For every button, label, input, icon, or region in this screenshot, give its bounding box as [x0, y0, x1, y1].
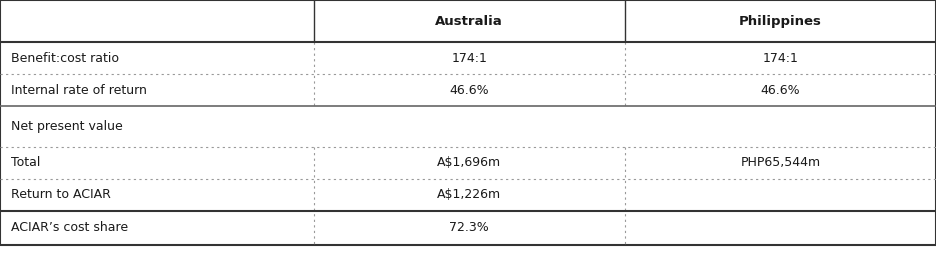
Text: Australia: Australia: [435, 15, 503, 27]
Text: Total: Total: [11, 156, 40, 169]
Text: A$1,696m: A$1,696m: [437, 156, 502, 169]
Text: Benefit:cost ratio: Benefit:cost ratio: [11, 52, 119, 65]
Text: 174:1: 174:1: [451, 52, 487, 65]
Text: Return to ACIAR: Return to ACIAR: [11, 188, 111, 201]
Text: 72.3%: 72.3%: [449, 221, 489, 234]
Text: A$1,226m: A$1,226m: [437, 188, 502, 201]
Text: Internal rate of return: Internal rate of return: [11, 84, 147, 97]
Text: 46.6%: 46.6%: [761, 84, 800, 97]
Text: 174:1: 174:1: [763, 52, 798, 65]
Text: ACIAR’s cost share: ACIAR’s cost share: [11, 221, 128, 234]
Text: Net present value: Net present value: [11, 120, 123, 133]
Text: Philippines: Philippines: [739, 15, 822, 27]
Text: PHP65,544m: PHP65,544m: [740, 156, 821, 169]
Text: 46.6%: 46.6%: [449, 84, 489, 97]
